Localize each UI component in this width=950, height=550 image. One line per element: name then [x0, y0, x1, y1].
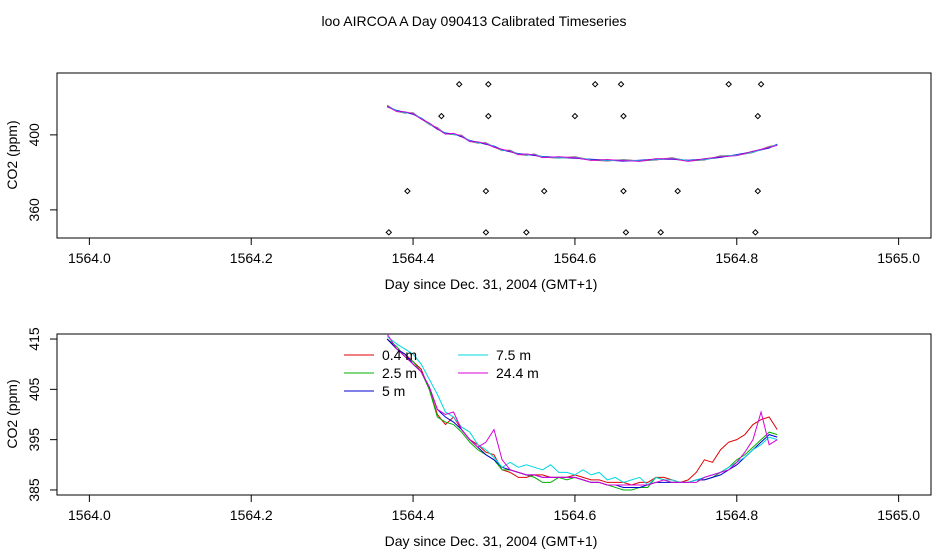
series-line-5-m — [386, 338, 778, 488]
top-y-tick-label: 360 — [26, 198, 42, 222]
legend-label: 5 m — [382, 383, 405, 399]
bottom-x-tick-label: 1564.6 — [554, 507, 597, 523]
figure-title: loo AIRCOA A Day 090413 Calibrated Times… — [321, 13, 626, 29]
bottom-series-lines — [386, 333, 778, 491]
bottom-x-tick-label: 1565.0 — [877, 507, 920, 523]
top-marker-point — [455, 80, 463, 88]
top-series-line — [386, 105, 778, 162]
top-marker-point — [540, 187, 548, 195]
top-marker-point — [622, 229, 630, 236]
top-marker-point — [485, 112, 492, 120]
top-marker-point — [571, 112, 579, 120]
top-panel: 1564.0 1564.2 1564.4 1564.6 1564.8 1565.0 360… — [4, 72, 932, 292]
bottom-legend: 0.4 m 2.5 m 5 m 7.5 m 24.4 m — [344, 347, 539, 399]
bottom-x-axis: 1564.0 1564.2 1564.4 1564.6 1564.8 1565.0 — [68, 495, 920, 523]
top-x-tick-label: 1564.6 — [554, 250, 597, 266]
legend-label: 2.5 m — [382, 365, 417, 381]
top-marker-point — [482, 229, 490, 236]
bottom-x-tick-label: 1564.4 — [392, 507, 435, 523]
top-marker-point — [754, 112, 762, 120]
top-marker-point — [385, 229, 393, 236]
top-series-lines — [386, 104, 778, 162]
bottom-y-tick-label: 415 — [26, 327, 42, 351]
bottom-x-tick-label: 1564.0 — [68, 507, 111, 523]
top-x-axis-title: Day since Dec. 31, 2004 (GMT+1) — [385, 276, 598, 292]
top-x-tick-label: 1565.0 — [877, 250, 920, 266]
top-marker-point — [485, 80, 492, 88]
top-marker-point — [617, 80, 625, 88]
top-marker-point — [752, 229, 759, 236]
bottom-y-tick-label: 385 — [26, 478, 42, 502]
top-x-tick-label: 1564.8 — [715, 250, 758, 266]
top-marker-point — [591, 80, 599, 88]
top-markers — [385, 80, 765, 236]
legend-label: 24.4 m — [496, 365, 539, 381]
top-marker-point — [725, 80, 732, 88]
top-marker-point — [620, 112, 627, 120]
bottom-y-axis: 385 395 405 415 — [26, 327, 57, 502]
bottom-panel: 1564.0 1564.2 1564.4 1564.6 1564.8 1565.0 385… — [4, 327, 932, 549]
top-x-tick-label: 1564.4 — [392, 250, 435, 266]
bottom-x-axis-title: Day since Dec. 31, 2004 (GMT+1) — [385, 533, 598, 549]
bottom-x-tick-label: 1564.2 — [230, 507, 273, 523]
top-x-tick-label: 1564.0 — [68, 250, 111, 266]
top-marker-point — [620, 187, 627, 195]
bottom-y-tick-label: 395 — [26, 428, 42, 452]
series-line-24-4-m — [386, 333, 778, 486]
top-marker-point — [754, 187, 762, 195]
top-y-axis: 360 400 — [26, 123, 57, 222]
top-x-tick-label: 1564.2 — [230, 250, 273, 266]
top-marker-point — [482, 187, 490, 195]
top-marker-point — [523, 229, 530, 236]
top-y-axis-title: CO2 (ppm) — [4, 120, 20, 189]
series-line-7-5-m — [386, 336, 778, 486]
top-marker-point — [657, 229, 665, 236]
bottom-y-axis-title: CO2 (ppm) — [4, 379, 20, 448]
bottom-x-tick-label: 1564.8 — [715, 507, 758, 523]
legend-label: 7.5 m — [496, 347, 531, 363]
top-marker-point — [757, 80, 765, 88]
bottom-plot-frame — [56, 333, 932, 496]
top-marker-point — [438, 112, 445, 120]
top-series-line — [386, 105, 778, 162]
top-y-tick-label: 400 — [26, 123, 42, 147]
top-plot-frame — [56, 72, 932, 239]
top-x-axis: 1564.0 1564.2 1564.4 1564.6 1564.8 1565.0 — [68, 238, 920, 266]
top-marker-point — [674, 187, 682, 195]
top-marker-point — [404, 187, 411, 195]
bottom-y-tick-label: 405 — [26, 377, 42, 401]
legend-label: 0.4 m — [382, 347, 417, 363]
